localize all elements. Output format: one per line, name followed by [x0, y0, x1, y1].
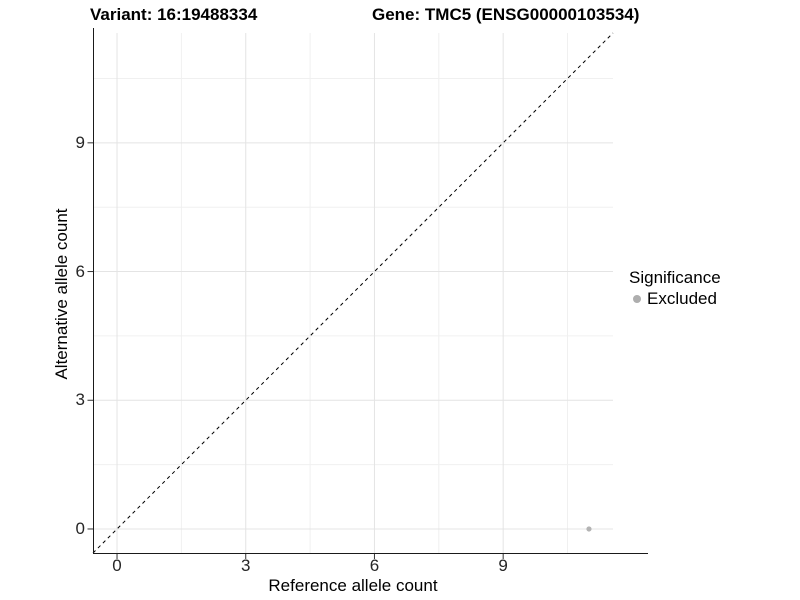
- legend-entries: Excluded: [629, 288, 799, 309]
- data-point: [586, 526, 592, 532]
- legend-entry-label: Excluded: [647, 289, 717, 308]
- legend-point-icon: [633, 294, 641, 303]
- x-tick-label: 0: [112, 556, 122, 575]
- legend-title: Significance: [629, 268, 721, 287]
- x-tick-label: 6: [369, 556, 380, 575]
- x-tick-label: 9: [498, 556, 508, 575]
- y-axis-title: Alternative allele count: [52, 208, 71, 380]
- variant-title: Variant: 16:19488334: [90, 5, 258, 24]
- gene-title: Gene: TMC5 (ENSG00000103534): [372, 5, 640, 24]
- y-tick-label: 3: [75, 390, 85, 410]
- legend-entry: Excluded: [629, 288, 799, 309]
- y-tick-label: 9: [75, 132, 85, 152]
- y-tick-label: 6: [75, 261, 85, 281]
- x-axis-title: Reference allele count: [268, 576, 438, 595]
- x-tick-label: 3: [241, 556, 251, 575]
- y-tick-label: 0: [75, 518, 85, 538]
- plot-panel: [87, 28, 648, 559]
- legend: Significance Excluded: [629, 267, 799, 309]
- identity-dashed-line: [92, 32, 614, 554]
